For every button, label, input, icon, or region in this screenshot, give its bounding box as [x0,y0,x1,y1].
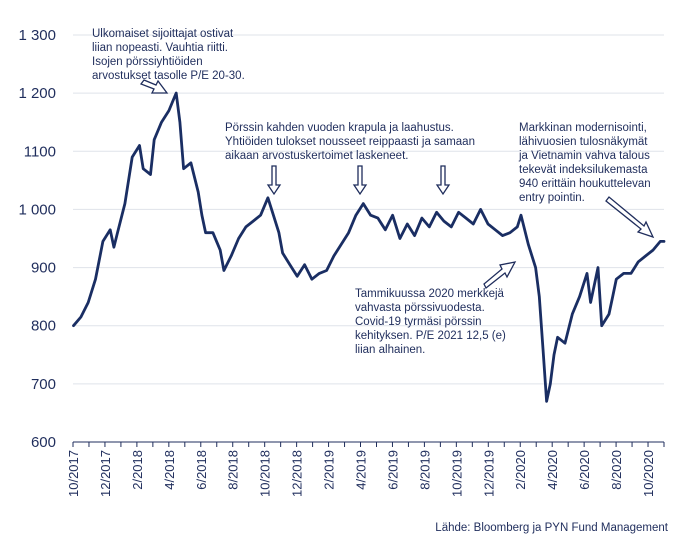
annotation-line: aikaan arvostuskertoimet laskeneet. [225,150,408,162]
x-tick-label: 6/2020 [577,450,592,490]
y-tick-label: 1 000 [18,201,56,218]
y-tick-label: 1 200 [18,85,56,102]
x-tick-label: 8/2018 [226,450,241,490]
annotation-line: vahvasta pörssivuodesta. [355,302,485,314]
x-tick-label: 8/2019 [417,450,432,490]
annotation-line: liian alhainen. [355,344,425,356]
annotation-line: Isojen pörssiyhtiöiden [92,56,203,68]
x-tick-label: 12/2019 [481,450,496,497]
x-tick-label: 4/2018 [162,450,177,490]
x-tick-label: 12/2017 [98,450,113,497]
x-tick-label: 10/2020 [641,450,656,497]
annotation-line: ja Vietnamin vahva talous [518,150,650,162]
annotation-line: tekevät indeksilukemasta [519,164,648,176]
annotation-line: Covid-19 tyrmäsi pörssin [355,316,482,328]
arrow-to-entry [605,196,655,239]
x-tick-label: 10/2018 [258,450,273,497]
y-tick-label: 800 [31,318,56,335]
y-tick-label: 700 [31,376,56,393]
annotation-line: Tammikuussa 2020 merkkejä [355,288,505,300]
x-tick-label: 4/2019 [354,450,369,490]
annotation-hangover: Pörssin kahden vuoden krapula ja laahust… [225,122,478,162]
y-tick-label: 600 [31,434,56,451]
y-axis-ticks: 600 700 800 900 1 000 1100 1 200 1 300 [18,27,56,451]
x-tick-label: 6/2018 [194,450,209,490]
y-tick-label: 1 300 [18,27,56,44]
series-line [72,91,666,403]
source-note: Lähde: Bloomberg ja PYN Fund Management [435,522,669,534]
x-tick-label: 2/2018 [130,450,145,490]
annotation-line: entry pointin. [519,192,585,204]
x-tick-label: 8/2020 [609,450,624,490]
x-tick-label: 10/2017 [66,450,81,497]
annotation-line: Markkinan modernisointi, [519,122,647,134]
annotation-line: 940 erittäin houkuttelevan [519,178,651,190]
x-tick-label: 2/2019 [322,450,337,490]
arrow-down-2019b [435,165,451,196]
x-tick-label: 12/2018 [290,450,305,497]
x-tick-label: 2/2020 [513,450,528,490]
annotation-arrows [139,79,655,290]
annotation-line: kehityksen. P/E 2021 12,5 (e) [355,330,506,342]
x-tick-label: 10/2019 [449,450,464,497]
gridlines [73,34,664,385]
x-tick-label: 6/2019 [385,450,400,490]
annotation-covid: Tammikuussa 2020 merkkejä vahvasta pörss… [355,288,509,356]
x-axis: 10/2017 12/2017 2/2018 4/2018 6/2018 8/2018 10… [66,441,665,497]
annotation-2018-peak: Ulkomaiset sijoittajat ostivat liian nop… [92,28,245,82]
annotation-line: lähivuosien tulosnäkymät [519,136,648,148]
annotation-line: arvostukset tasolle P/E 20-30. [92,70,245,82]
arrow-to-peak [139,79,169,94]
annotation-line: Pörssin kahden vuoden krapula ja laahust… [225,122,454,134]
x-tick-label: 4/2020 [545,450,560,490]
y-tick-label: 900 [31,260,56,277]
y-tick-label: 1100 [24,143,56,160]
annotation-line: Ulkomaiset sijoittajat ostivat [92,28,234,40]
annotation-modernisation: Markkinan modernisointi, lähivuosien tul… [518,122,654,204]
annotation-line: liian nopeasti. Vauhtia riitti. [92,42,228,54]
arrow-down-2018 [266,165,282,196]
arrow-to-jan2020 [483,261,517,290]
annotation-line: Yhtiöiden tulokset nousseet reippaasti j… [225,136,475,148]
arrow-down-2019a [352,165,368,196]
